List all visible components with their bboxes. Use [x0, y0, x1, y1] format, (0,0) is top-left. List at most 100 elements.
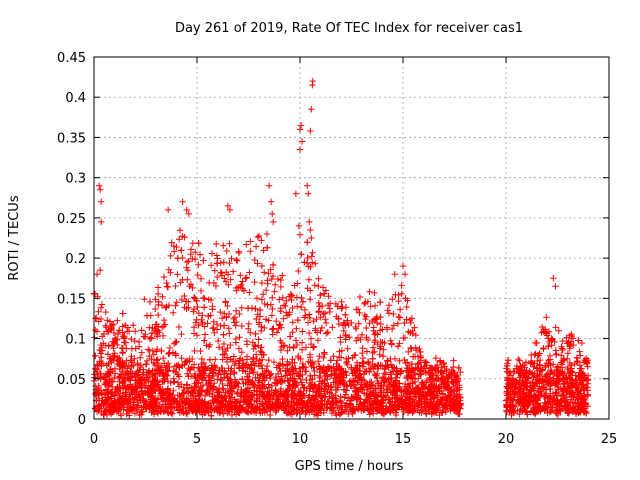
data-point	[131, 328, 139, 335]
data-point	[450, 363, 457, 371]
data-point	[546, 356, 554, 363]
data-point	[226, 240, 233, 247]
data-point	[227, 371, 234, 378]
data-point	[214, 370, 222, 377]
data-point	[246, 370, 253, 377]
data-point	[584, 363, 591, 370]
data-point	[245, 325, 252, 332]
data-point	[366, 368, 373, 376]
data-point	[355, 320, 362, 327]
y-tick-label: 0.15	[57, 292, 86, 307]
data-point	[185, 258, 192, 265]
data-point	[438, 374, 445, 382]
data-point	[143, 357, 151, 365]
data-point	[299, 371, 306, 379]
data-point	[353, 396, 360, 404]
data-point	[231, 314, 239, 321]
data-point	[403, 316, 410, 323]
data-point	[134, 359, 141, 367]
data-point	[404, 383, 412, 391]
data-point	[144, 346, 152, 353]
x-tick-label: 10	[292, 432, 309, 447]
data-point	[97, 304, 105, 311]
data-point	[543, 314, 550, 321]
data-point	[183, 258, 191, 266]
data-point	[373, 370, 381, 377]
data-point	[210, 318, 217, 326]
data-point	[152, 321, 159, 328]
data-point	[289, 387, 296, 394]
data-point	[143, 405, 150, 413]
data-point	[224, 373, 231, 381]
data-point	[254, 233, 261, 241]
data-point	[213, 320, 221, 328]
data-point	[227, 341, 234, 349]
data-point	[396, 306, 404, 313]
data-point	[255, 321, 263, 328]
data-point	[234, 383, 242, 391]
data-point	[93, 328, 101, 335]
data-point	[217, 308, 224, 316]
data-point	[261, 324, 268, 332]
data-point	[533, 339, 540, 347]
data-point	[254, 260, 261, 267]
data-point	[269, 294, 276, 302]
data-point	[531, 370, 538, 377]
data-point	[205, 372, 213, 380]
data-point	[268, 312, 276, 319]
data-point	[284, 347, 291, 354]
data-point	[578, 381, 586, 389]
data-point	[262, 286, 270, 294]
data-point	[343, 359, 350, 367]
data-point	[548, 337, 555, 344]
data-point	[354, 377, 361, 385]
data-point	[277, 283, 284, 291]
data-point	[215, 343, 223, 351]
data-point	[213, 240, 220, 248]
data-point	[388, 364, 396, 371]
data-point	[154, 311, 162, 319]
data-point	[230, 353, 238, 360]
data-point	[265, 356, 272, 364]
data-point	[225, 325, 232, 332]
data-point	[156, 328, 163, 336]
data-point	[258, 296, 266, 303]
data-point	[167, 252, 174, 260]
data-point	[97, 315, 105, 323]
data-point	[150, 351, 158, 358]
data-point	[247, 329, 254, 337]
data-point	[272, 281, 279, 288]
data-point	[175, 323, 183, 331]
data-point	[297, 303, 305, 311]
data-point	[509, 376, 517, 383]
data-point	[566, 332, 573, 339]
data-point	[553, 366, 560, 373]
data-point	[313, 329, 321, 336]
data-point	[201, 323, 208, 330]
data-point	[325, 397, 332, 405]
data-point	[304, 285, 311, 292]
data-point	[247, 238, 254, 245]
data-point	[440, 360, 447, 368]
data-point	[97, 350, 105, 357]
data-point	[189, 389, 197, 397]
data-point	[298, 346, 306, 354]
data-point	[295, 267, 302, 275]
data-point	[178, 354, 185, 362]
data-point	[289, 363, 296, 371]
data-point	[341, 394, 348, 401]
data-point	[361, 300, 368, 308]
data-point	[269, 326, 276, 333]
data-point	[357, 384, 364, 392]
data-point	[304, 319, 312, 326]
data-point	[258, 262, 266, 270]
y-tick-label: 0.35	[57, 131, 86, 146]
data-point	[291, 282, 298, 289]
data-point	[315, 382, 322, 390]
data-point	[146, 347, 153, 355]
data-point	[540, 345, 547, 353]
data-point	[297, 375, 304, 383]
data-point	[343, 358, 351, 365]
data-point	[210, 324, 217, 331]
data-point	[277, 346, 285, 354]
